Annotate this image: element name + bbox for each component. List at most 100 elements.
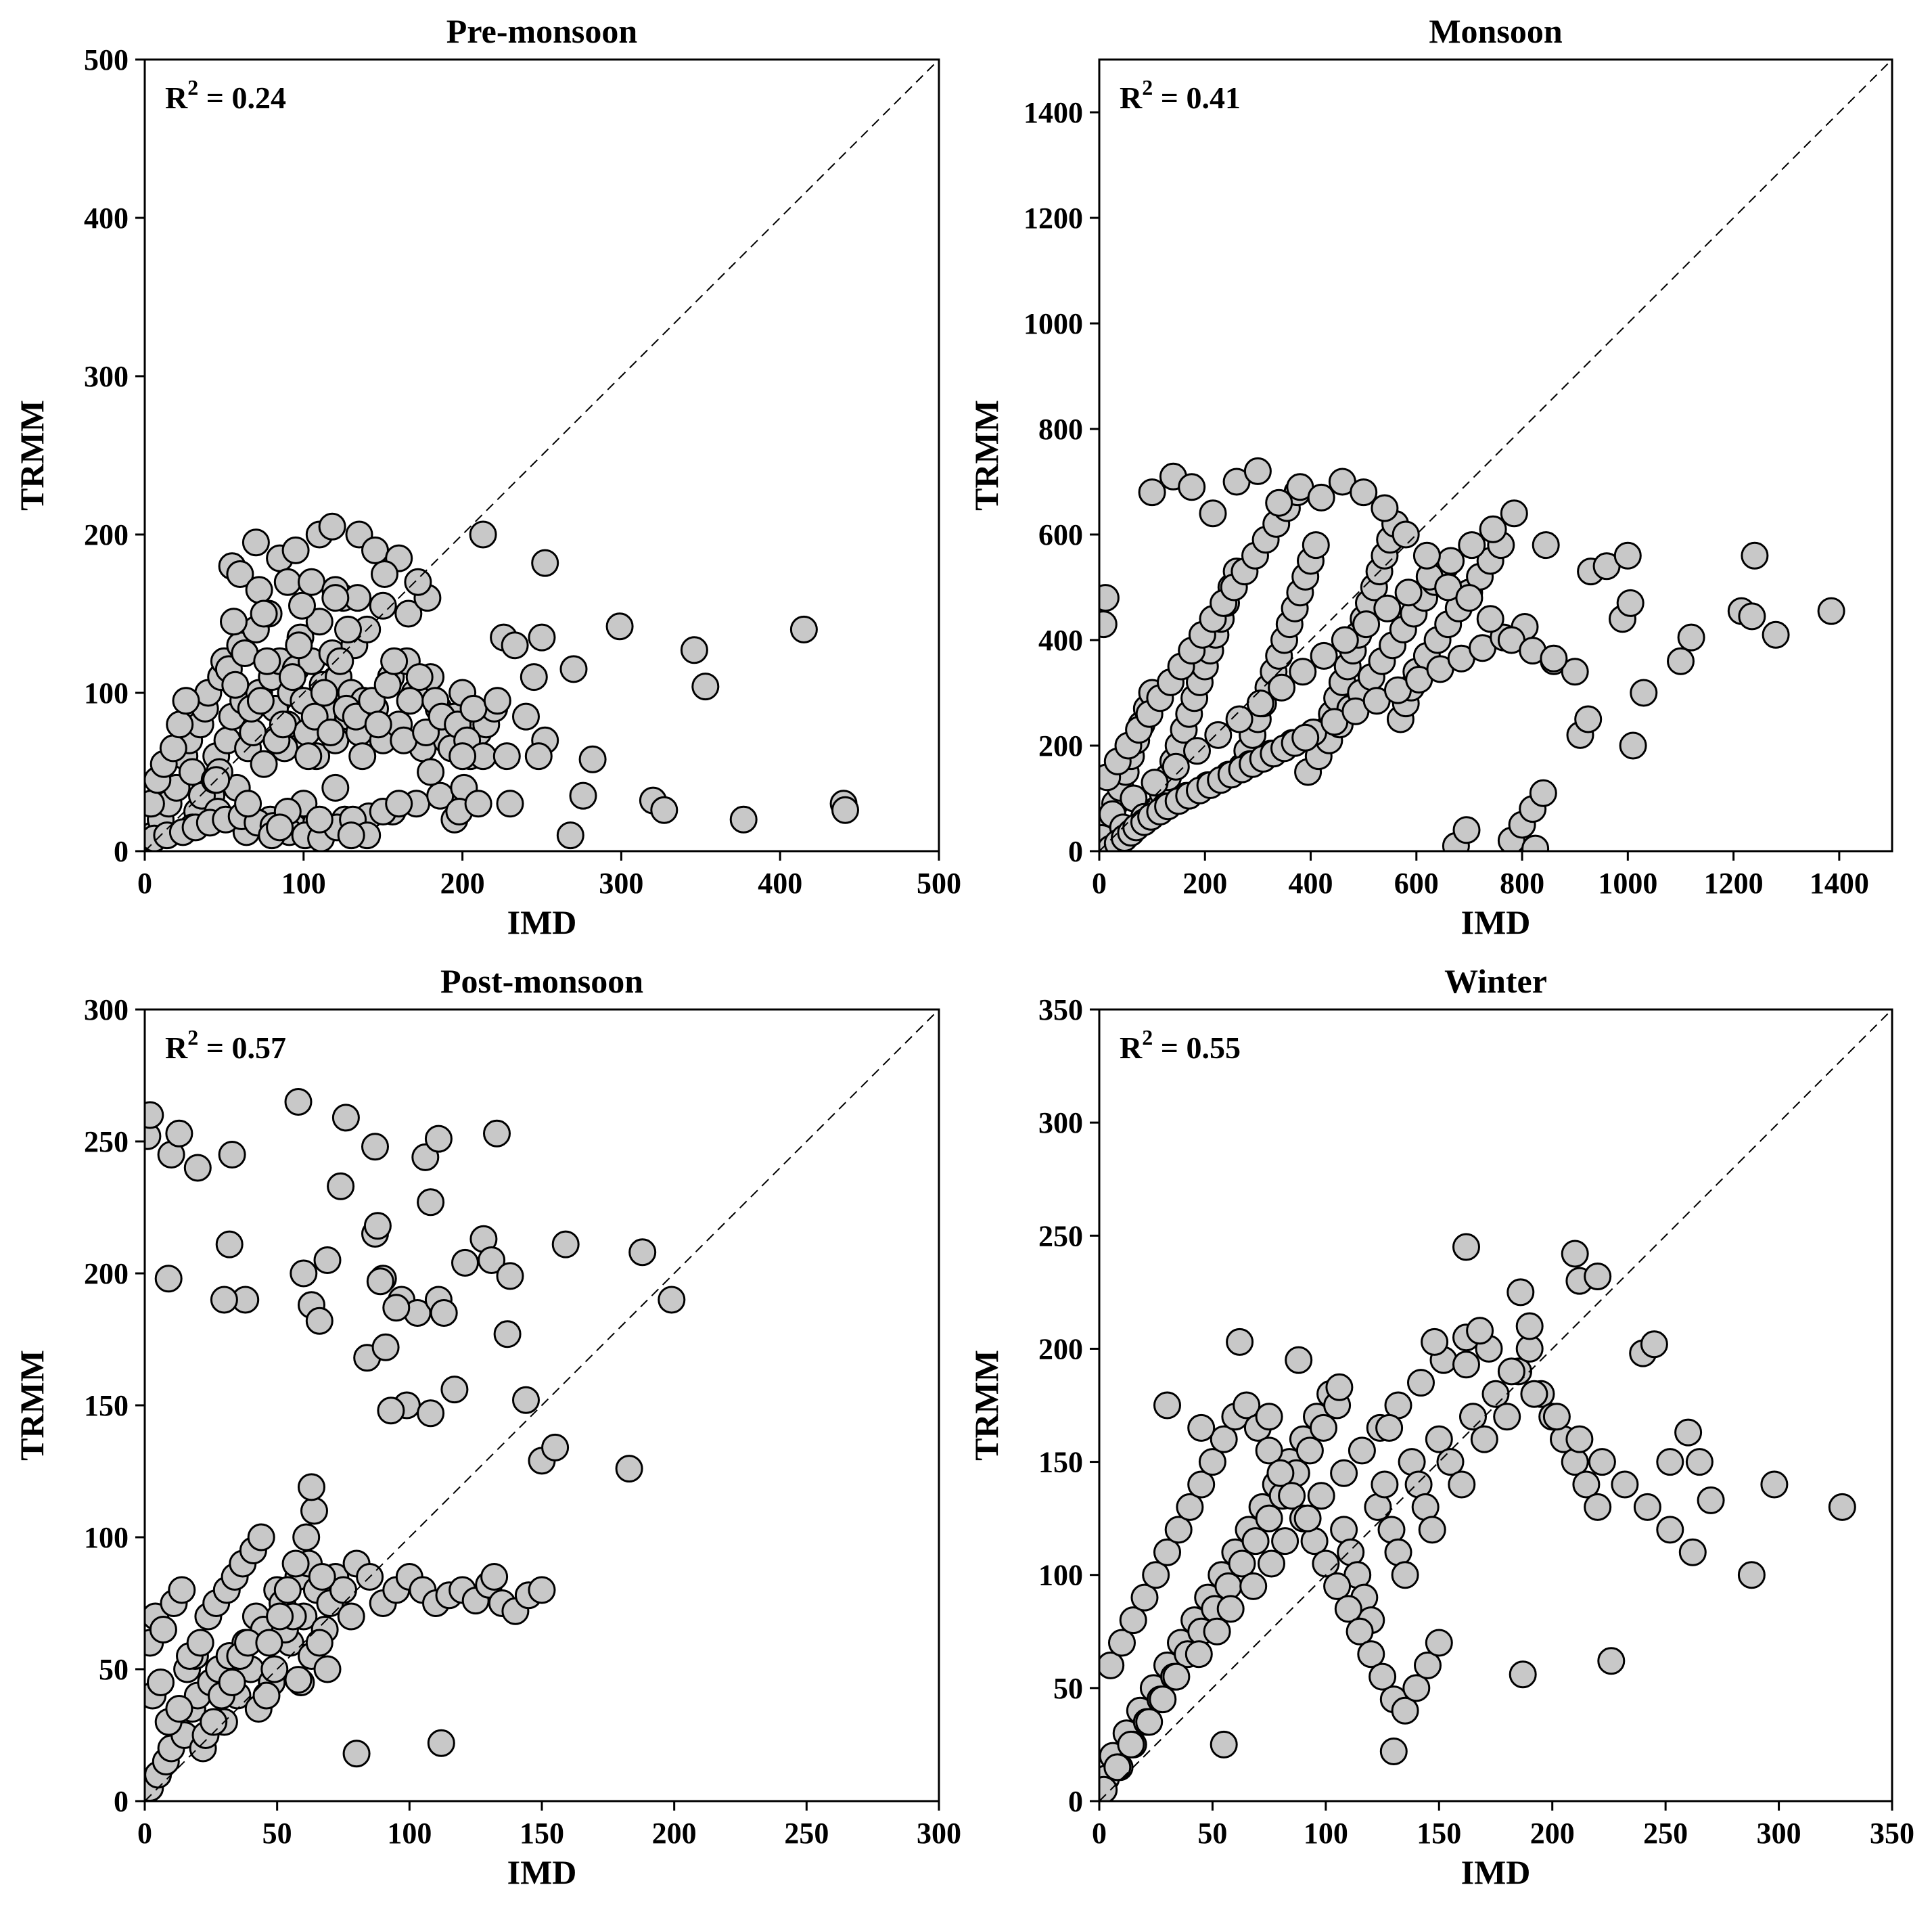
winter-point <box>1611 1470 1639 1499</box>
pre-monsoon-point <box>281 536 310 564</box>
winter-y-axis-label: TRMM <box>967 1350 1005 1461</box>
monsoon-point <box>1437 547 1465 575</box>
post-monsoon-point <box>168 1576 196 1604</box>
pre-monsoon-point <box>501 631 529 660</box>
monsoon-point <box>1619 731 1647 760</box>
post-monsoon-point <box>496 1262 524 1290</box>
monsoon-r2-letter: R <box>1120 81 1143 115</box>
pre-monsoon-x-tick-label: 300 <box>599 867 643 900</box>
winter-point <box>1295 1436 1324 1465</box>
post-monsoon-point <box>145 1101 164 1129</box>
monsoon-panel: 0 200 400 600 800 1000 1200 1400 0 200 400 600 800 10… <box>967 12 1893 941</box>
winter-point <box>1678 1538 1707 1566</box>
winter-point <box>1391 1696 1419 1725</box>
winter-point <box>1271 1527 1300 1556</box>
winter-y-tick-label: 0 <box>1068 1785 1083 1818</box>
winter-point <box>1481 1380 1510 1408</box>
post-monsoon-point <box>149 1616 177 1643</box>
pre-monsoon-title: Pre-monsoon <box>446 12 638 50</box>
pre-monsoon-point <box>729 805 758 834</box>
pre-monsoon-point <box>334 615 362 643</box>
post-monsoon-point <box>255 1629 283 1657</box>
post-monsoon-point <box>218 1141 246 1168</box>
winter-point <box>1233 1391 1261 1420</box>
winter-y-tick-label: 300 <box>1038 1106 1083 1139</box>
monsoon-point <box>1265 489 1293 517</box>
pre-monsoon-point <box>483 687 511 715</box>
winter-point <box>1633 1493 1661 1521</box>
pre-monsoon-point <box>385 790 413 818</box>
monsoon-point <box>1521 834 1550 851</box>
pre-monsoon-point <box>288 591 316 620</box>
pre-monsoon-point <box>469 520 497 549</box>
winter-point <box>1278 1482 1306 1510</box>
pre-monsoon-point <box>242 528 270 557</box>
winter-point <box>1325 1373 1354 1401</box>
winter-y-tick-label: 200 <box>1038 1332 1083 1365</box>
monsoon-r2-superscript: 2 <box>1142 75 1153 99</box>
monsoon-point <box>1199 499 1227 528</box>
winter-point <box>1228 1549 1256 1578</box>
pre-monsoon-point <box>524 742 553 771</box>
winter-point <box>1597 1647 1626 1675</box>
winter-point <box>1421 1328 1449 1356</box>
pre-monsoon-point <box>269 710 297 739</box>
pre-monsoon-point <box>321 584 350 612</box>
post-monsoon-point <box>512 1386 540 1414</box>
post-monsoon-point <box>281 1549 310 1578</box>
monsoon-point <box>1667 647 1695 675</box>
pre-monsoon-point <box>361 536 389 564</box>
monsoon-x-tick-label: 800 <box>1500 867 1544 900</box>
winter-point <box>1402 1674 1431 1702</box>
post-monsoon-point <box>200 1708 228 1736</box>
monsoon-point <box>1452 816 1481 844</box>
monsoon-point <box>1630 679 1658 707</box>
winter-point <box>1164 1516 1193 1544</box>
monsoon-y-tick-label: 0 <box>1068 835 1083 868</box>
winter-point <box>1330 1459 1358 1487</box>
monsoon-x-tick-label: 1200 <box>1704 867 1764 900</box>
monsoon-point <box>1302 531 1330 560</box>
post-monsoon-point <box>147 1669 175 1696</box>
winter-point <box>1142 1561 1170 1589</box>
winter-point <box>1187 1413 1216 1442</box>
post-monsoon-point <box>154 1265 183 1293</box>
winter-x-tick-label: 150 <box>1417 1817 1461 1850</box>
pre-monsoon-point <box>492 742 521 771</box>
post-monsoon-point <box>308 1563 336 1591</box>
pre-monsoon-point <box>680 636 708 664</box>
post-monsoon-point <box>382 1294 411 1322</box>
winter-x-tick-label: 350 <box>1870 1817 1914 1850</box>
monsoon-point <box>1331 626 1359 654</box>
winter-y-tick-label: 150 <box>1038 1446 1083 1479</box>
post-monsoon-point <box>300 1497 328 1525</box>
monsoon-x-axis-label: IMD <box>1461 903 1531 941</box>
post-monsoon-point <box>183 1154 212 1182</box>
winter-point <box>1187 1470 1216 1499</box>
winter-point <box>1258 1549 1285 1578</box>
winter-point <box>1203 1617 1231 1646</box>
winter-x-tick-label: 0 <box>1092 1817 1107 1850</box>
pre-monsoon-point <box>512 702 540 731</box>
post-monsoon-point <box>305 1307 334 1335</box>
winter-point <box>1312 1549 1340 1578</box>
post-monsoon-point <box>528 1576 556 1604</box>
winter-point <box>1760 1470 1789 1499</box>
post-monsoon-point <box>551 1230 580 1258</box>
monsoon-point <box>1500 499 1528 528</box>
winter-point <box>1239 1572 1268 1600</box>
winter-point <box>1103 1753 1132 1782</box>
post-monsoon-point <box>260 1655 289 1683</box>
post-monsoon-point <box>165 1119 193 1148</box>
monsoon-y-tick-label: 1000 <box>1024 307 1083 340</box>
pre-monsoon-point <box>221 671 250 699</box>
post-monsoon-title: Post-monsoon <box>440 962 643 1000</box>
monsoon-y-tick-label: 1200 <box>1024 202 1083 235</box>
winter-point <box>1425 1629 1453 1657</box>
post-monsoon-x-tick-label: 300 <box>917 1817 961 1850</box>
monsoon-point <box>1310 641 1338 670</box>
pre-monsoon-point <box>605 612 634 641</box>
winter-point <box>1216 1595 1245 1623</box>
monsoon-point <box>1574 705 1603 733</box>
monsoon-point <box>1225 705 1254 733</box>
